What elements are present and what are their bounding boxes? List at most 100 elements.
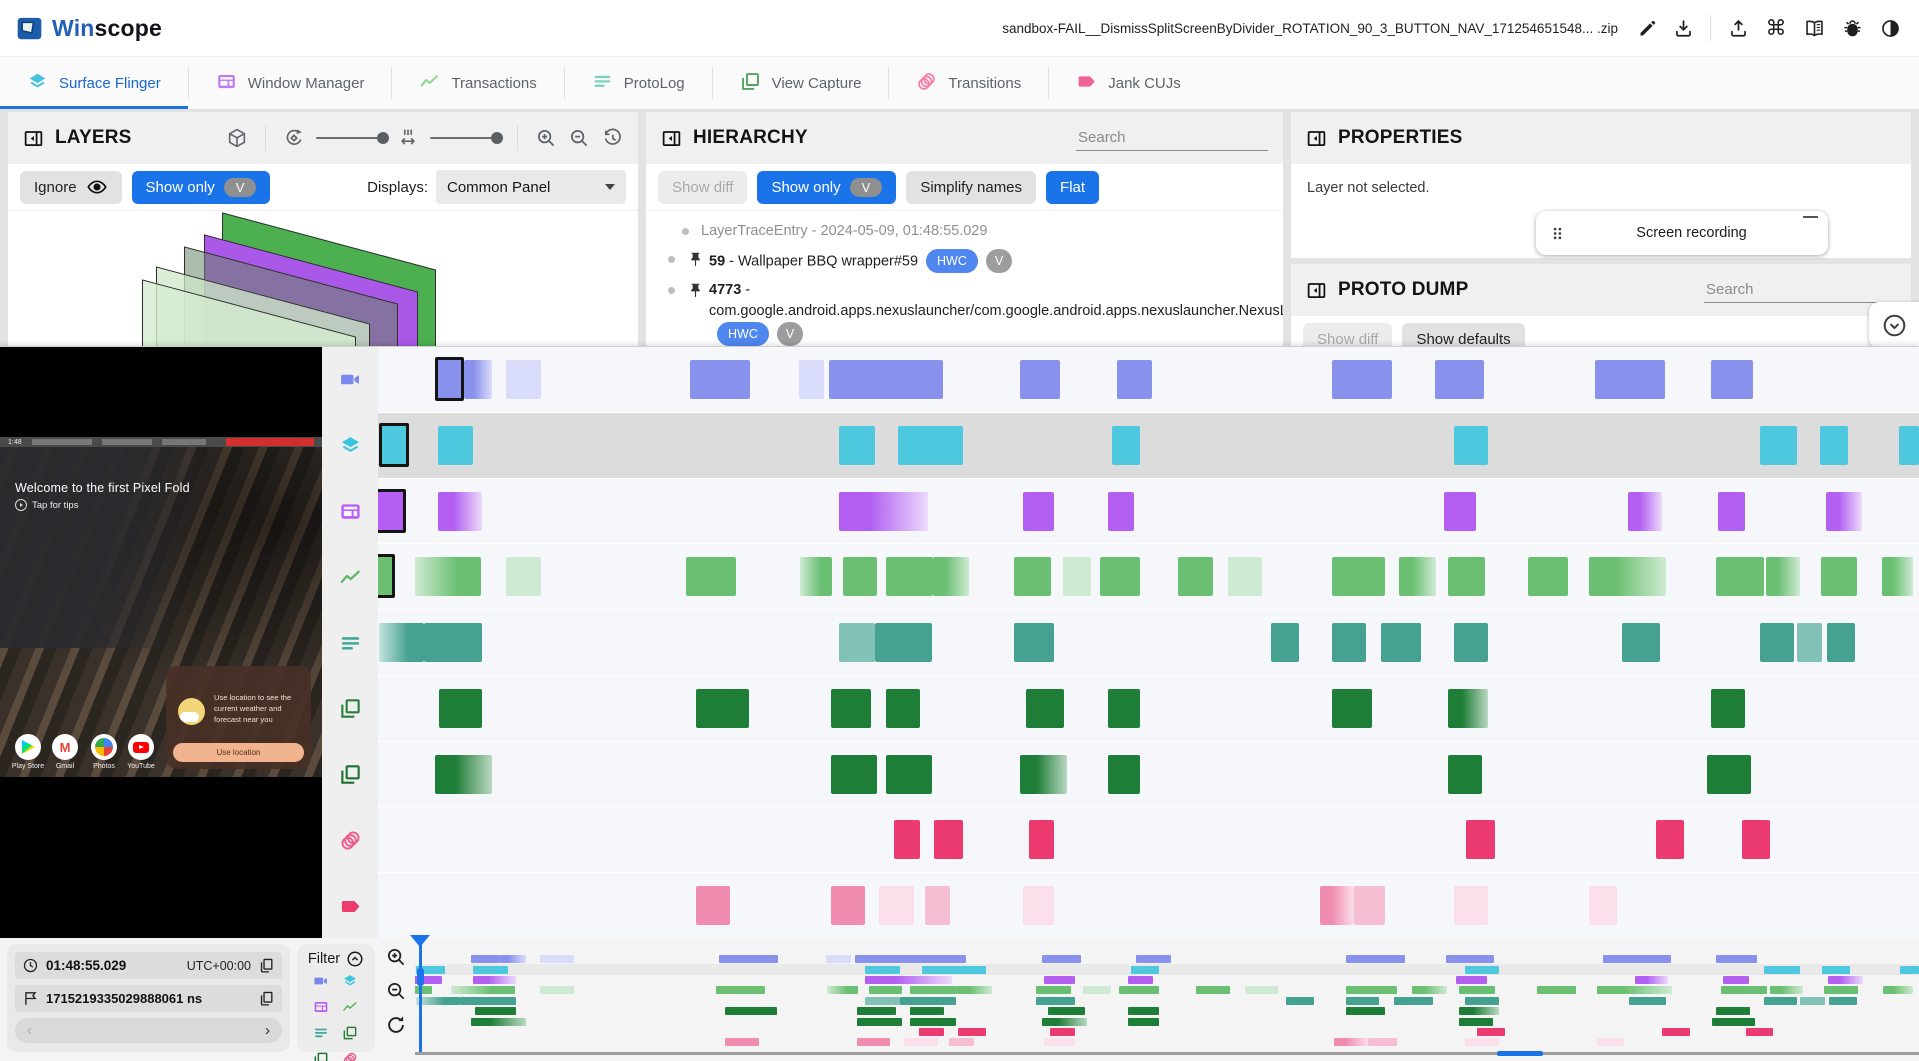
spacing-slider[interactable] bbox=[430, 132, 503, 143]
trace-entry-block[interactable] bbox=[1588, 886, 1617, 926]
upload-button[interactable] bbox=[1723, 13, 1753, 43]
show-only-v-button[interactable]: Show only V bbox=[131, 170, 271, 204]
layer-spacing-icon[interactable] bbox=[397, 127, 419, 149]
minimap-row[interactable] bbox=[415, 964, 1919, 975]
trace-entry-block[interactable] bbox=[885, 754, 933, 794]
trace-entry-block[interactable] bbox=[1448, 754, 1483, 794]
trace-entry-block[interactable] bbox=[1331, 688, 1373, 728]
window-track-icon[interactable] bbox=[322, 479, 378, 545]
next-frame-arrow[interactable]: › bbox=[265, 1022, 270, 1039]
trace-entry-block[interactable] bbox=[1454, 886, 1489, 926]
trace-entry-block[interactable] bbox=[439, 688, 482, 728]
tab-protolog[interactable]: ProtoLog bbox=[565, 57, 712, 109]
pin-icon[interactable] bbox=[687, 282, 704, 299]
edit-button[interactable] bbox=[1632, 13, 1662, 43]
track-row-surface-flinger[interactable] bbox=[378, 412, 1919, 479]
trace-entry-block[interactable] bbox=[1466, 820, 1495, 860]
squares-filter-icon[interactable] bbox=[342, 1025, 359, 1046]
trace-entry-block[interactable] bbox=[1331, 557, 1385, 597]
use-location-button[interactable]: Use location bbox=[173, 743, 304, 762]
trace-entry-block[interactable] bbox=[1827, 623, 1856, 663]
trace-entry-block[interactable] bbox=[894, 820, 920, 860]
trace-entry-block[interactable] bbox=[839, 425, 875, 465]
track-row-transitions[interactable] bbox=[378, 807, 1919, 874]
minimap-row[interactable] bbox=[415, 985, 1919, 995]
trace-entry-block[interactable] bbox=[435, 357, 464, 401]
track-row-transactions[interactable] bbox=[378, 544, 1919, 611]
frame-scroller[interactable]: ‹ › bbox=[15, 1018, 282, 1043]
trace-entry-block[interactable] bbox=[924, 886, 951, 926]
trace-entry-block[interactable] bbox=[463, 360, 492, 399]
collapse-panel-icon[interactable] bbox=[661, 128, 682, 149]
trace-entry-block[interactable] bbox=[1026, 688, 1065, 728]
track-row-jank-cujs[interactable] bbox=[378, 873, 1919, 940]
trace-entry-block[interactable] bbox=[897, 425, 963, 465]
trace-entry-block[interactable] bbox=[874, 623, 932, 663]
hierarchy-node[interactable]: 59 - Wallpaper BBQ wrapper#59 HWC V bbox=[660, 249, 1269, 273]
trace-entry-block[interactable] bbox=[1527, 557, 1568, 597]
trace-entry-block[interactable] bbox=[1627, 491, 1663, 531]
pin-icon[interactable] bbox=[687, 251, 704, 268]
trace-entry-block[interactable] bbox=[1588, 557, 1666, 597]
timeline-zoom-in-icon[interactable] bbox=[385, 946, 407, 968]
trace-entry-block[interactable] bbox=[1760, 623, 1795, 663]
timeline-minimap[interactable] bbox=[415, 954, 1919, 1048]
trace-entry-block[interactable] bbox=[1108, 491, 1134, 531]
trace-entry-block[interactable] bbox=[379, 422, 409, 467]
trace-entry-block[interactable] bbox=[1270, 623, 1299, 663]
trace-entry-block[interactable] bbox=[829, 360, 944, 399]
trace-entry-block[interactable] bbox=[1711, 360, 1753, 399]
photos-app[interactable]: Photos bbox=[84, 734, 124, 770]
trace-entry-block[interactable] bbox=[1099, 557, 1140, 597]
drag-handle-icon[interactable] bbox=[1548, 224, 1567, 243]
trace-entry-block[interactable] bbox=[1448, 557, 1485, 597]
trace-entry-block[interactable] bbox=[799, 557, 832, 597]
trace-entry-block[interactable] bbox=[1108, 688, 1140, 728]
trace-entry-block[interactable] bbox=[1715, 557, 1764, 597]
trace-entry-block[interactable] bbox=[424, 623, 482, 663]
trace-entry-block[interactable] bbox=[1331, 623, 1367, 663]
trace-entry-block[interactable] bbox=[695, 688, 749, 728]
trace-entry-block[interactable] bbox=[1826, 491, 1862, 531]
trace-entry-block[interactable] bbox=[378, 488, 407, 533]
trace-entry-block[interactable] bbox=[798, 360, 825, 399]
trace-entry-block[interactable] bbox=[414, 557, 481, 597]
tab-surface-flinger[interactable]: Surface Flinger bbox=[0, 57, 188, 109]
rotation-slider[interactable] bbox=[316, 132, 389, 143]
play-store-app[interactable]: Play Store bbox=[8, 734, 48, 770]
trace-entry-block[interactable] bbox=[686, 557, 737, 597]
timeline-reset-zoom-icon[interactable] bbox=[385, 1014, 407, 1036]
displays-select[interactable]: Common Panel bbox=[436, 170, 626, 204]
trace-entry-block[interactable] bbox=[1711, 688, 1746, 728]
layers-track-icon[interactable] bbox=[322, 413, 378, 479]
timeline-cursor-handle[interactable] bbox=[410, 935, 430, 947]
trace-entry-block[interactable] bbox=[1454, 623, 1489, 663]
videocam-filter-icon[interactable] bbox=[313, 973, 330, 994]
show-only-v-button[interactable]: Show only V bbox=[757, 170, 897, 204]
expand-section-button[interactable] bbox=[1869, 302, 1919, 348]
minimize-icon[interactable] bbox=[1803, 216, 1818, 219]
flat-button[interactable]: Flat bbox=[1046, 170, 1100, 204]
trace-entry-block[interactable] bbox=[1594, 360, 1665, 399]
trace-entry-block[interactable] bbox=[1013, 623, 1055, 663]
collapse-panel-icon[interactable] bbox=[1306, 128, 1327, 149]
trace-entry-block[interactable] bbox=[1707, 754, 1752, 794]
trace-entry-block[interactable] bbox=[1020, 360, 1061, 399]
trace-entry-block[interactable] bbox=[1434, 360, 1484, 399]
collapse-panel-icon[interactable] bbox=[23, 128, 44, 149]
youtube-app[interactable]: YouTube bbox=[121, 734, 161, 770]
trace-entry-block[interactable] bbox=[885, 688, 920, 728]
tab-window-manager[interactable]: Window Manager bbox=[189, 57, 392, 109]
collapse-panel-icon[interactable] bbox=[1306, 280, 1327, 301]
track-row-view-capture-launcher[interactable] bbox=[378, 741, 1919, 808]
track-row-window-manager[interactable] bbox=[378, 478, 1919, 545]
copy-icon[interactable] bbox=[258, 957, 275, 974]
trace-entry-block[interactable] bbox=[1177, 557, 1214, 597]
trace-entry-block[interactable] bbox=[934, 820, 963, 860]
trace-entry-block[interactable] bbox=[1028, 820, 1055, 860]
minimap-row[interactable] bbox=[415, 975, 1919, 985]
zigzag-filter-icon[interactable] bbox=[342, 999, 359, 1020]
tab-transitions[interactable]: Transitions bbox=[889, 57, 1048, 109]
tag-track-icon[interactable] bbox=[322, 873, 378, 939]
minimap-row[interactable] bbox=[415, 1006, 1919, 1016]
